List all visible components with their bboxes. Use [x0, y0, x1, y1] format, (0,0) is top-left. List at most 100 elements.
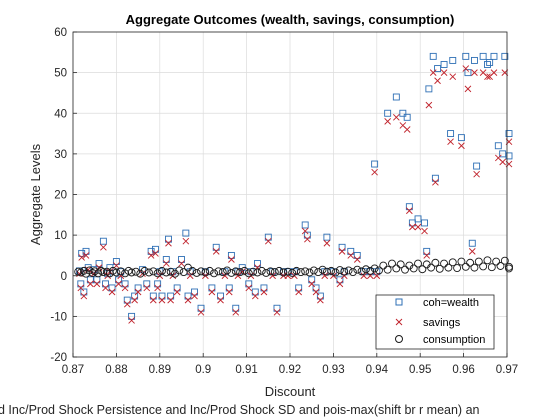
- data-point-x: [301, 227, 309, 235]
- data-point-x-stroke: [471, 69, 478, 76]
- data-point-circle: [305, 268, 314, 277]
- data-point-square: [308, 276, 316, 284]
- data-point-x-stroke: [169, 272, 177, 280]
- data-point-circle: [396, 260, 405, 269]
- data-point-circle: [227, 268, 236, 277]
- data-point-x-stroke: [464, 85, 472, 93]
- data-point-x-stroke: [165, 239, 172, 247]
- data-point-circle: [487, 263, 496, 272]
- data-point-x-stroke: [154, 284, 161, 292]
- data-point-x: [371, 168, 378, 176]
- data-point-square: [86, 276, 94, 284]
- legend-label-savings: savings: [423, 317, 461, 329]
- data-point-x: [154, 284, 161, 292]
- data-point-x-stroke: [499, 158, 506, 166]
- data-point-x: [308, 280, 316, 288]
- data-point-circle: [331, 268, 340, 277]
- data-point-square: [158, 292, 166, 300]
- data-point-square: [82, 247, 90, 255]
- data-point-square: [353, 251, 361, 259]
- data-point-circle: [496, 262, 505, 270]
- data-point-circle: [153, 269, 162, 278]
- data-point-x: [321, 272, 329, 280]
- data-point-circle: [236, 268, 245, 277]
- data-point-square: [121, 280, 129, 288]
- data-point-circle: [257, 266, 266, 275]
- data-point-circle: [309, 266, 318, 275]
- data-point-square: [217, 292, 225, 300]
- data-point-circle: [301, 267, 310, 276]
- data-point-circle: [483, 256, 492, 265]
- data-point-circle: [392, 264, 401, 273]
- data-point-x-stroke: [184, 296, 192, 304]
- data-point-circle: [366, 266, 375, 275]
- data-point-x-stroke: [228, 256, 235, 263]
- data-point-x-stroke: [82, 252, 90, 259]
- data-point-square: [447, 130, 455, 138]
- data-point-square: [264, 233, 272, 241]
- data-point-x-stroke: [100, 243, 107, 251]
- y-tick-label: 40: [54, 108, 67, 120]
- data-point-x: [464, 85, 472, 93]
- data-point-square: [149, 292, 157, 300]
- legend-square-marker: [395, 298, 403, 306]
- data-point-square: [162, 256, 170, 263]
- data-point-square: [131, 292, 139, 300]
- data-point-x: [353, 256, 361, 263]
- data-point-x: [490, 69, 498, 76]
- data-point-x: [108, 288, 116, 296]
- data-point-circle: [322, 267, 331, 276]
- data-point-x: [384, 118, 391, 125]
- data-point-circle: [474, 257, 483, 266]
- data-point-square: [112, 258, 120, 265]
- data-point-square: [152, 245, 159, 253]
- data-point-circle: [327, 266, 336, 275]
- data-point-x: [212, 248, 220, 255]
- data-point-square: [184, 292, 192, 300]
- data-point-x: [499, 158, 506, 166]
- data-point-x: [312, 288, 320, 296]
- data-point-circle: [188, 266, 197, 275]
- data-point-x-stroke: [80, 292, 88, 300]
- data-point-circle: [500, 256, 509, 265]
- data-point-circle: [244, 269, 253, 278]
- data-point-x-stroke: [421, 227, 428, 235]
- data-point-x: [409, 223, 416, 231]
- figure-caption: d Inc/Prod Shock Persistence and Inc/Pro…: [0, 403, 480, 417]
- data-point-circle: [197, 267, 205, 276]
- data-point-square: [421, 219, 428, 227]
- data-point-circle: [340, 267, 349, 276]
- data-point-circle: [279, 268, 288, 277]
- data-point-x: [403, 126, 411, 133]
- data-point-x-stroke: [429, 69, 437, 76]
- data-point-x-stroke: [409, 223, 416, 231]
- data-point-x: [471, 69, 478, 76]
- data-point-circle: [453, 264, 462, 272]
- data-point-x-stroke: [134, 288, 142, 296]
- data-point-square: [208, 284, 216, 292]
- data-point-circle: [214, 267, 223, 276]
- data-point-square: [295, 284, 303, 292]
- data-point-circle: [444, 263, 453, 272]
- data-point-circle: [131, 267, 140, 276]
- data-point-x-stroke: [336, 280, 344, 288]
- x-tick-label: 0.95: [409, 364, 431, 376]
- data-point-square: [301, 221, 309, 229]
- data-point-x-stroke: [260, 288, 268, 296]
- data-point-x-stroke: [273, 308, 281, 316]
- data-point-square: [338, 243, 346, 251]
- data-point-circle: [414, 259, 422, 268]
- data-point-square: [123, 296, 131, 304]
- data-point-square: [312, 284, 320, 292]
- data-point-x-stroke: [447, 138, 454, 146]
- data-point-square: [464, 69, 472, 77]
- data-point-circle: [179, 268, 188, 277]
- data-point-square: [260, 284, 268, 292]
- data-point-x-stroke: [423, 252, 431, 259]
- x-tick-label: 0.92: [279, 364, 301, 376]
- data-point-square: [340, 268, 348, 276]
- data-point-square: [371, 160, 379, 168]
- data-point-circle: [127, 268, 136, 277]
- series-x: [76, 65, 513, 324]
